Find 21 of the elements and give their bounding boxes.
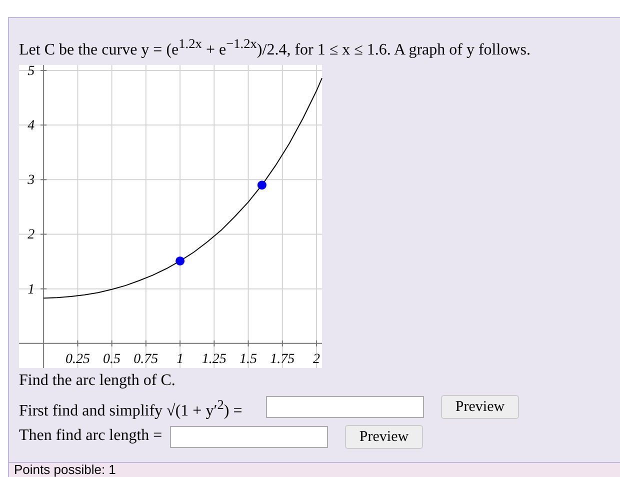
x-tick-label: 0.75 [134, 352, 158, 367]
y-tick-label: 3 [26, 173, 35, 188]
preview-button: Preview [345, 425, 423, 449]
y-tick-label: 4 [28, 118, 35, 134]
y-tick-label: 5 [28, 64, 35, 79]
text: Points possible: 1 [14, 462, 116, 477]
chart-title: Let C be the curve y = (e$^{1.2x}$ + e$^{−1.2x}$)/2.4, for 1 ≤ x ≤ 1.6. A graph of y follows. [19, 36, 530, 60]
text: Then find arc length = [19, 427, 162, 445]
y-tick-label: 2 [28, 228, 35, 243]
x-tick-label: 1.75 [270, 352, 295, 367]
text: Find the arc length of C. [19, 372, 176, 390]
x-tick-label: 1 [176, 352, 184, 367]
x-tick-label: 1.25 [202, 352, 226, 367]
x-tick-label: 0.5 [103, 352, 121, 367]
x-tick-label: 1.5 [240, 352, 258, 367]
preview-button: Preview [441, 395, 519, 419]
line-series [43, 78, 322, 299]
x-tick-label: 0.25 [65, 352, 90, 367]
y-tick-label: 1 [28, 282, 35, 298]
text: First find and simplify √(1 + y′$^{2}$) = [19, 397, 242, 420]
x-tick-label: 2 [313, 352, 320, 367]
